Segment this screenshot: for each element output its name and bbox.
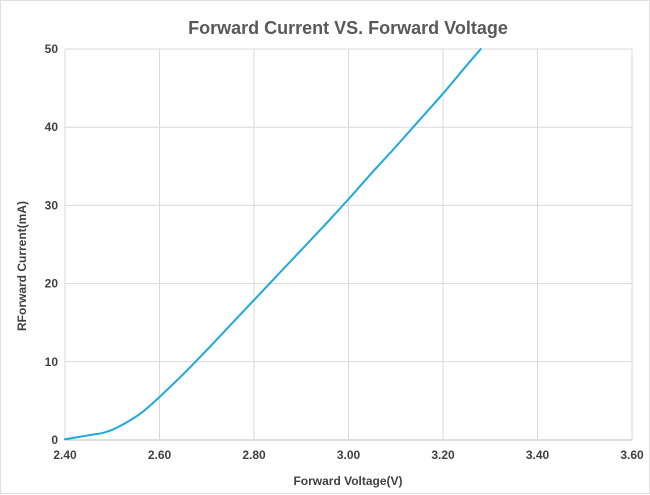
x-tick-label: 2.80	[242, 448, 266, 462]
grid	[64, 48, 633, 441]
x-tick-label: 3.40	[526, 448, 550, 462]
y-tick-label: 50	[45, 42, 59, 56]
x-tick-label: 3.00	[337, 448, 361, 462]
y-tick-label: 20	[45, 277, 59, 291]
chart-title: Forward Current VS. Forward Voltage	[188, 18, 508, 38]
tick-labels: 0 10 20 30 40 50 2.40 2.60 2.80 3.00 3.20 3.40 3.60	[45, 42, 644, 462]
y-axis-title: RForward Current(mA)	[15, 201, 29, 331]
x-tick-label: 2.60	[148, 448, 172, 462]
x-tick-label: 3.20	[431, 448, 455, 462]
y-tick-label: 0	[51, 433, 58, 447]
x-tick-label: 3.60	[620, 448, 644, 462]
x-tick-label: 2.40	[53, 448, 77, 462]
y-tick-label: 30	[45, 198, 59, 212]
series-layer	[64, 48, 482, 441]
series-line	[64, 48, 482, 441]
y-tick-label: 10	[45, 355, 59, 369]
y-tick-label: 40	[45, 120, 59, 134]
x-axis-title: Forward Voltage(V)	[293, 474, 402, 488]
